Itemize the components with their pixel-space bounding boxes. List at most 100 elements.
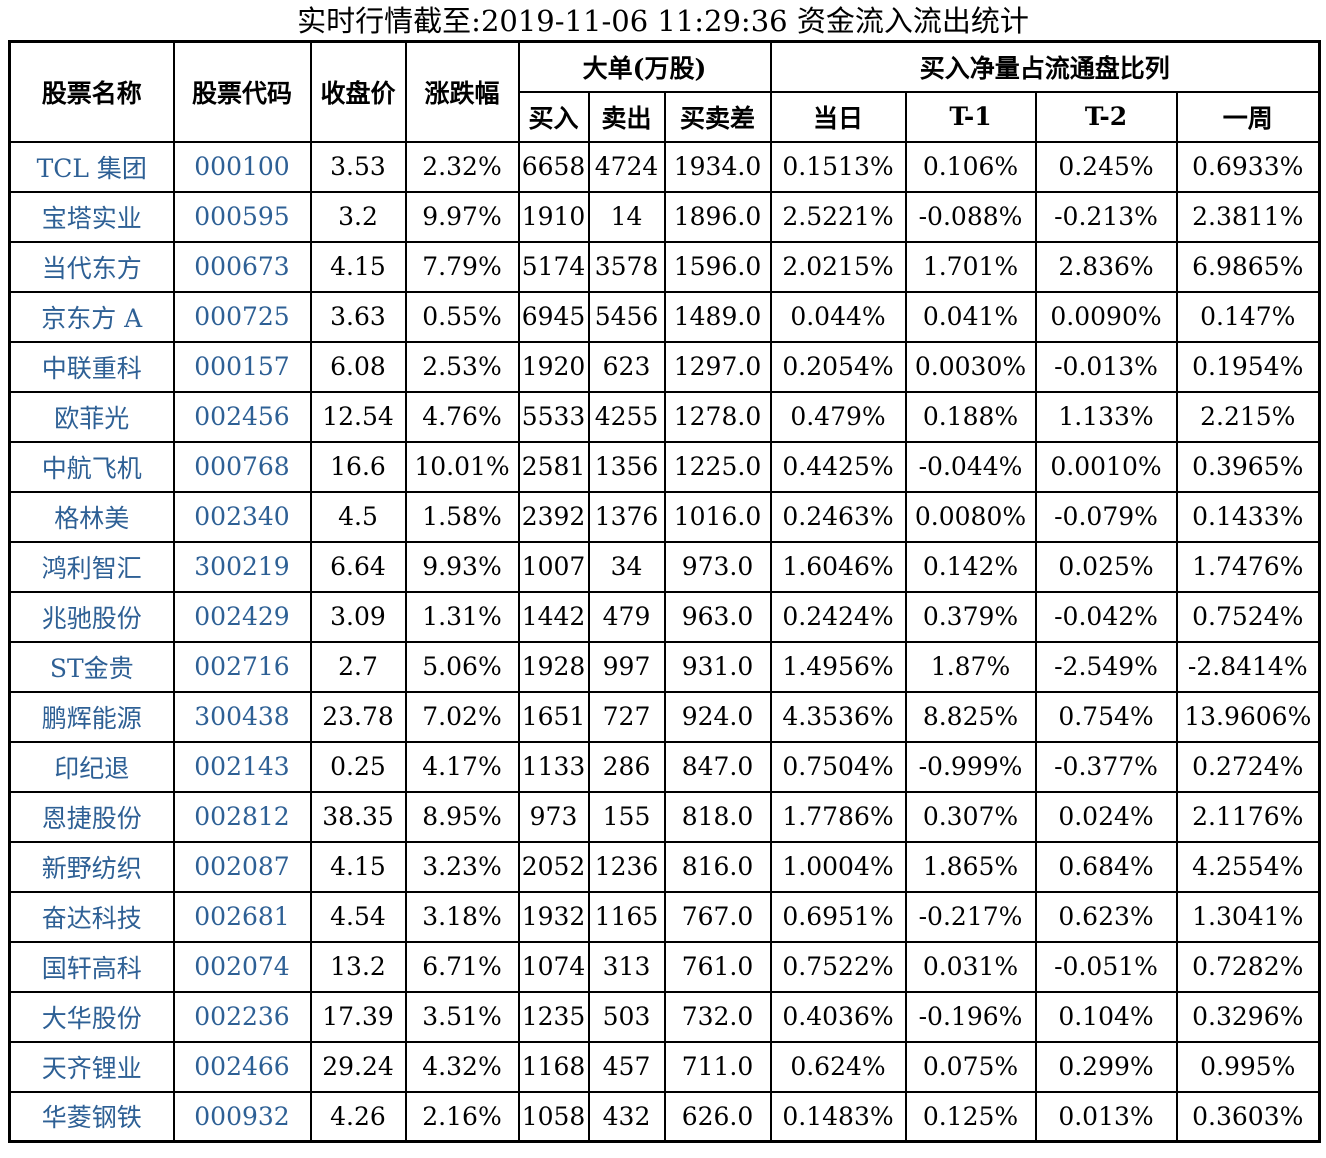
cell-stock-code[interactable]: 002812 xyxy=(172,790,312,843)
table-row: 宝塔实业 000595 3.2 9.97% 1910 14 1896.0 2.5221% -0.… xyxy=(8,190,1321,243)
cell-stock-name[interactable]: 格林美 xyxy=(8,490,175,543)
cell-stock-code[interactable]: 000932 xyxy=(172,1090,312,1143)
cell-stock-code[interactable]: 300438 xyxy=(172,690,312,743)
cell-close-price: 4.15 xyxy=(309,240,407,293)
cell-stock-code[interactable]: 000595 xyxy=(172,190,312,243)
cell-stock-code[interactable]: 000100 xyxy=(172,140,312,193)
cell-ratio-week: 0.6933% xyxy=(1175,140,1321,193)
cell-close-price: 23.78 xyxy=(309,690,407,743)
cell-stock-code[interactable]: 002716 xyxy=(172,640,312,693)
cell-buy-sell-diff: 626.0 xyxy=(663,1090,772,1143)
cell-buy-sell-diff: 761.0 xyxy=(663,940,772,993)
cell-stock-name[interactable]: 恩捷股份 xyxy=(8,790,175,843)
cell-big-order-buy: 1133 xyxy=(517,740,590,793)
cell-stock-name[interactable]: 当代东方 xyxy=(8,240,175,293)
cell-buy-sell-diff: 963.0 xyxy=(663,590,772,643)
cell-ratio-today: 0.044% xyxy=(769,290,907,343)
cell-stock-code[interactable]: 002074 xyxy=(172,940,312,993)
cell-stock-code[interactable]: 002340 xyxy=(172,490,312,543)
cell-stock-name[interactable]: 鸿利智汇 xyxy=(8,540,175,593)
cell-stock-code[interactable]: 002681 xyxy=(172,890,312,943)
cell-close-price: 16.6 xyxy=(309,440,407,493)
cell-ratio-t2: 0.024% xyxy=(1034,790,1178,843)
cell-buy-sell-diff: 767.0 xyxy=(663,890,772,943)
table-row: ST金贵 002716 2.7 5.06% 1928 997 931.0 1.4956% 1.8… xyxy=(8,640,1321,693)
table-row: 鸿利智汇 300219 6.64 9.93% 1007 34 973.0 1.6046% 0.1… xyxy=(8,540,1321,593)
cell-buy-sell-diff: 1225.0 xyxy=(663,440,772,493)
cell-stock-code[interactable]: 002456 xyxy=(172,390,312,443)
cell-ratio-week: 1.7476% xyxy=(1175,540,1321,593)
cell-close-price: 3.53 xyxy=(309,140,407,193)
table-row: 当代东方 000673 4.15 7.79% 5174 3578 1596.0 2.0215%… xyxy=(8,240,1321,293)
table-row: 华菱钢铁 000932 4.26 2.16% 1058 432 626.0 0.1483% 0.… xyxy=(8,1090,1321,1143)
cell-ratio-t1: -0.999% xyxy=(904,740,1037,793)
page-title: 实时行情截至:2019-11-06 11:29:36 资金流入流出统计 xyxy=(297,4,1029,38)
cell-stock-name[interactable]: TCL 集团 xyxy=(8,140,175,193)
cell-stock-name[interactable]: 新野纺织 xyxy=(8,840,175,893)
cell-stock-code[interactable]: 000673 xyxy=(172,240,312,293)
cell-ratio-week: 0.2724% xyxy=(1175,740,1321,793)
table-row: 鹏辉能源 300438 23.78 7.02% 1651 727 924.0 4.3536% 8… xyxy=(8,690,1321,743)
cell-stock-code[interactable]: 000725 xyxy=(172,290,312,343)
cell-stock-name[interactable]: 兆驰股份 xyxy=(8,590,175,643)
cell-ratio-t1: -0.217% xyxy=(904,890,1037,943)
cell-change-pct: 2.16% xyxy=(404,1090,520,1143)
cell-stock-name[interactable]: 欧菲光 xyxy=(8,390,175,443)
cell-stock-code[interactable]: 300219 xyxy=(172,540,312,593)
cell-big-order-buy: 1074 xyxy=(517,940,590,993)
cell-ratio-today: 2.0215% xyxy=(769,240,907,293)
cell-stock-name[interactable]: 中航飞机 xyxy=(8,440,175,493)
cell-ratio-t2: -0.051% xyxy=(1034,940,1178,993)
cell-stock-code[interactable]: 002429 xyxy=(172,590,312,643)
cell-big-order-buy: 1442 xyxy=(517,590,590,643)
cell-stock-name[interactable]: 印纪退 xyxy=(8,740,175,793)
cell-stock-code[interactable]: 000157 xyxy=(172,340,312,393)
cell-buy-sell-diff: 818.0 xyxy=(663,790,772,843)
cell-change-pct: 4.76% xyxy=(404,390,520,443)
cell-big-order-buy: 1932 xyxy=(517,890,590,943)
cell-stock-name[interactable]: 京东方 A xyxy=(8,290,175,343)
table-row: 中联重科 000157 6.08 2.53% 1920 623 1297.0 0.2054% 0… xyxy=(8,340,1321,393)
cell-big-order-sell: 457 xyxy=(587,1040,666,1093)
cell-big-order-sell: 4255 xyxy=(587,390,666,443)
cell-stock-name[interactable]: 国轩高科 xyxy=(8,940,175,993)
cell-ratio-t1: 0.041% xyxy=(904,290,1037,343)
cell-close-price: 3.09 xyxy=(309,590,407,643)
cell-stock-name[interactable]: 天齐锂业 xyxy=(8,1040,175,1093)
cell-stock-name[interactable]: ST金贵 xyxy=(8,640,175,693)
cell-change-pct: 2.32% xyxy=(404,140,520,193)
cell-big-order-buy: 6658 xyxy=(517,140,590,193)
cell-ratio-t2: -0.013% xyxy=(1034,340,1178,393)
cell-ratio-today: 0.7522% xyxy=(769,940,907,993)
cell-stock-name[interactable]: 宝塔实业 xyxy=(8,190,175,243)
cell-ratio-t2: 0.754% xyxy=(1034,690,1178,743)
cell-stock-name[interactable]: 中联重科 xyxy=(8,340,175,393)
table-row: 天齐锂业 002466 29.24 4.32% 1168 457 711.0 0.624% 0.… xyxy=(8,1040,1321,1093)
table-row: 恩捷股份 002812 38.35 8.95% 973 155 818.0 1.7786% 0.… xyxy=(8,790,1321,843)
cell-stock-name[interactable]: 大华股份 xyxy=(8,990,175,1043)
cell-big-order-sell: 14 xyxy=(587,190,666,243)
cell-stock-name[interactable]: 华菱钢铁 xyxy=(8,1090,175,1143)
cell-stock-name[interactable]: 奋达科技 xyxy=(8,890,175,943)
cell-big-order-buy: 1910 xyxy=(517,190,590,243)
cell-change-pct: 4.17% xyxy=(404,740,520,793)
cell-stock-name[interactable]: 鹏辉能源 xyxy=(8,690,175,743)
cell-ratio-today: 1.7786% xyxy=(769,790,907,843)
cell-stock-code[interactable]: 002087 xyxy=(172,840,312,893)
cell-ratio-t1: 0.031% xyxy=(904,940,1037,993)
cell-close-price: 3.63 xyxy=(309,290,407,343)
cell-stock-code[interactable]: 002143 xyxy=(172,740,312,793)
cell-ratio-week: 0.3965% xyxy=(1175,440,1321,493)
cell-ratio-week: 0.147% xyxy=(1175,290,1321,343)
cell-stock-code[interactable]: 002236 xyxy=(172,990,312,1043)
cell-ratio-today: 0.2463% xyxy=(769,490,907,543)
table-row: 京东方 A 000725 3.63 0.55% 6945 5456 1489.0 0.044%… xyxy=(8,290,1321,343)
cell-ratio-today: 0.4425% xyxy=(769,440,907,493)
cell-stock-code[interactable]: 000768 xyxy=(172,440,312,493)
cell-stock-code[interactable]: 002466 xyxy=(172,1040,312,1093)
cell-ratio-week: 1.3041% xyxy=(1175,890,1321,943)
cell-ratio-t1: 8.825% xyxy=(904,690,1037,743)
cell-big-order-sell: 3578 xyxy=(587,240,666,293)
cell-buy-sell-diff: 1016.0 xyxy=(663,490,772,543)
cell-ratio-today: 0.2054% xyxy=(769,340,907,393)
